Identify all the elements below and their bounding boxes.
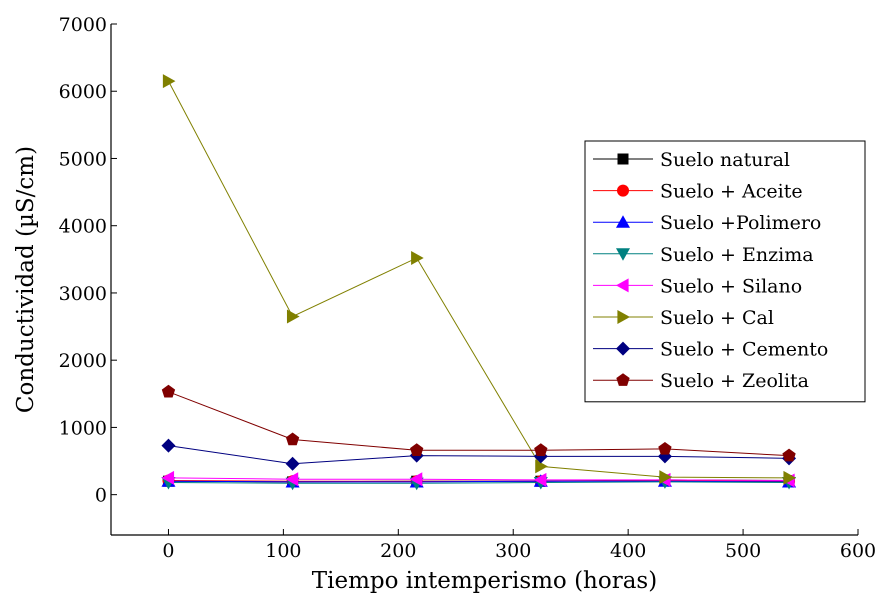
data-point — [285, 432, 300, 446]
y-tick-label: 2000 — [59, 350, 107, 372]
data-point — [285, 456, 300, 471]
y-tick-label: 1000 — [59, 417, 107, 439]
data-point — [162, 74, 176, 89]
legend-label: Suelo + Aceite — [660, 181, 803, 203]
legend-marker — [616, 215, 630, 228]
y-tick-label: 3000 — [59, 283, 107, 305]
x-axis-label: Tiempo intemperismo (horas) — [312, 568, 657, 594]
legend-marker — [616, 278, 629, 293]
tick-labels: 0 100 200 300 400 500 600010002000300040005000… — [59, 14, 876, 562]
legend-label: Suelo + Zeolita — [660, 370, 809, 392]
data-point — [410, 443, 424, 456]
x-tick-label: 500 — [725, 540, 761, 562]
legend-label: Suelo natural — [660, 149, 790, 171]
data-point — [533, 472, 547, 487]
series-line — [168, 481, 790, 484]
legend: Suelo natural Suelo + Aceite Suelo +Polime… — [584, 140, 866, 403]
legend-item: Suelo + Cemento — [593, 339, 828, 361]
legend-marker — [616, 341, 630, 356]
legend-marker — [617, 310, 630, 324]
legend-label: Suelo +Polimero — [660, 212, 821, 234]
data-point — [411, 250, 424, 265]
y-tick-label: 6000 — [59, 81, 107, 103]
series-line — [168, 480, 790, 483]
legend-item: Suelo + Aceite — [593, 181, 803, 203]
legend-marker — [617, 184, 629, 197]
x-tick-label: 600 — [840, 540, 876, 562]
series-line — [168, 80, 790, 479]
series-line — [168, 391, 790, 457]
series-line — [168, 445, 790, 465]
series-1 — [162, 474, 796, 488]
series-line — [168, 477, 790, 482]
legend-item: Suelo + Enzima — [593, 244, 814, 266]
legend-marker — [617, 153, 629, 165]
legend-label: Suelo + Enzima — [660, 244, 814, 266]
data-point — [534, 443, 548, 456]
y-tick-label: 0 — [95, 485, 107, 507]
series-group — [161, 74, 797, 491]
legend-item: Suelo + Zeolita — [593, 370, 809, 392]
legend-marker — [616, 373, 630, 386]
x-tick-label: 400 — [610, 540, 646, 562]
series-7 — [161, 384, 796, 462]
y-axis-label: Conductividad (µS/cm) — [13, 146, 39, 413]
legend-item: Suelo + Cal — [593, 307, 774, 329]
data-point — [535, 459, 548, 474]
legend-item: Suelo natural — [593, 149, 790, 171]
data-point — [286, 309, 300, 324]
series-5 — [162, 74, 797, 485]
legend-label: Suelo + Silano — [660, 275, 802, 297]
x-tick-label: 100 — [265, 540, 301, 562]
y-tick-label: 5000 — [59, 148, 107, 170]
legend-marker — [616, 248, 630, 261]
x-tick-label: 300 — [495, 540, 531, 562]
data-point — [783, 470, 797, 485]
data-point — [285, 472, 299, 487]
data-point — [161, 438, 176, 453]
axes — [110, 23, 859, 536]
x-tick-label: 200 — [380, 540, 416, 562]
series-4 — [161, 470, 795, 488]
data-point — [659, 470, 672, 485]
legend-item: Suelo + Silano — [593, 275, 802, 297]
x-tick-label: 0 — [162, 540, 174, 562]
y-tick-label: 7000 — [59, 14, 107, 36]
legend-box — [584, 140, 866, 403]
series-6 — [161, 438, 797, 471]
legend-label: Suelo + Cemento — [660, 339, 828, 361]
data-point — [161, 384, 176, 398]
y-tick-label: 4000 — [59, 216, 107, 238]
legend-label: Suelo + Cal — [660, 307, 774, 329]
data-point — [782, 448, 796, 462]
data-point — [409, 472, 423, 487]
legend-item: Suelo +Polimero — [593, 212, 821, 234]
data-point — [161, 470, 175, 485]
data-point — [658, 441, 672, 455]
